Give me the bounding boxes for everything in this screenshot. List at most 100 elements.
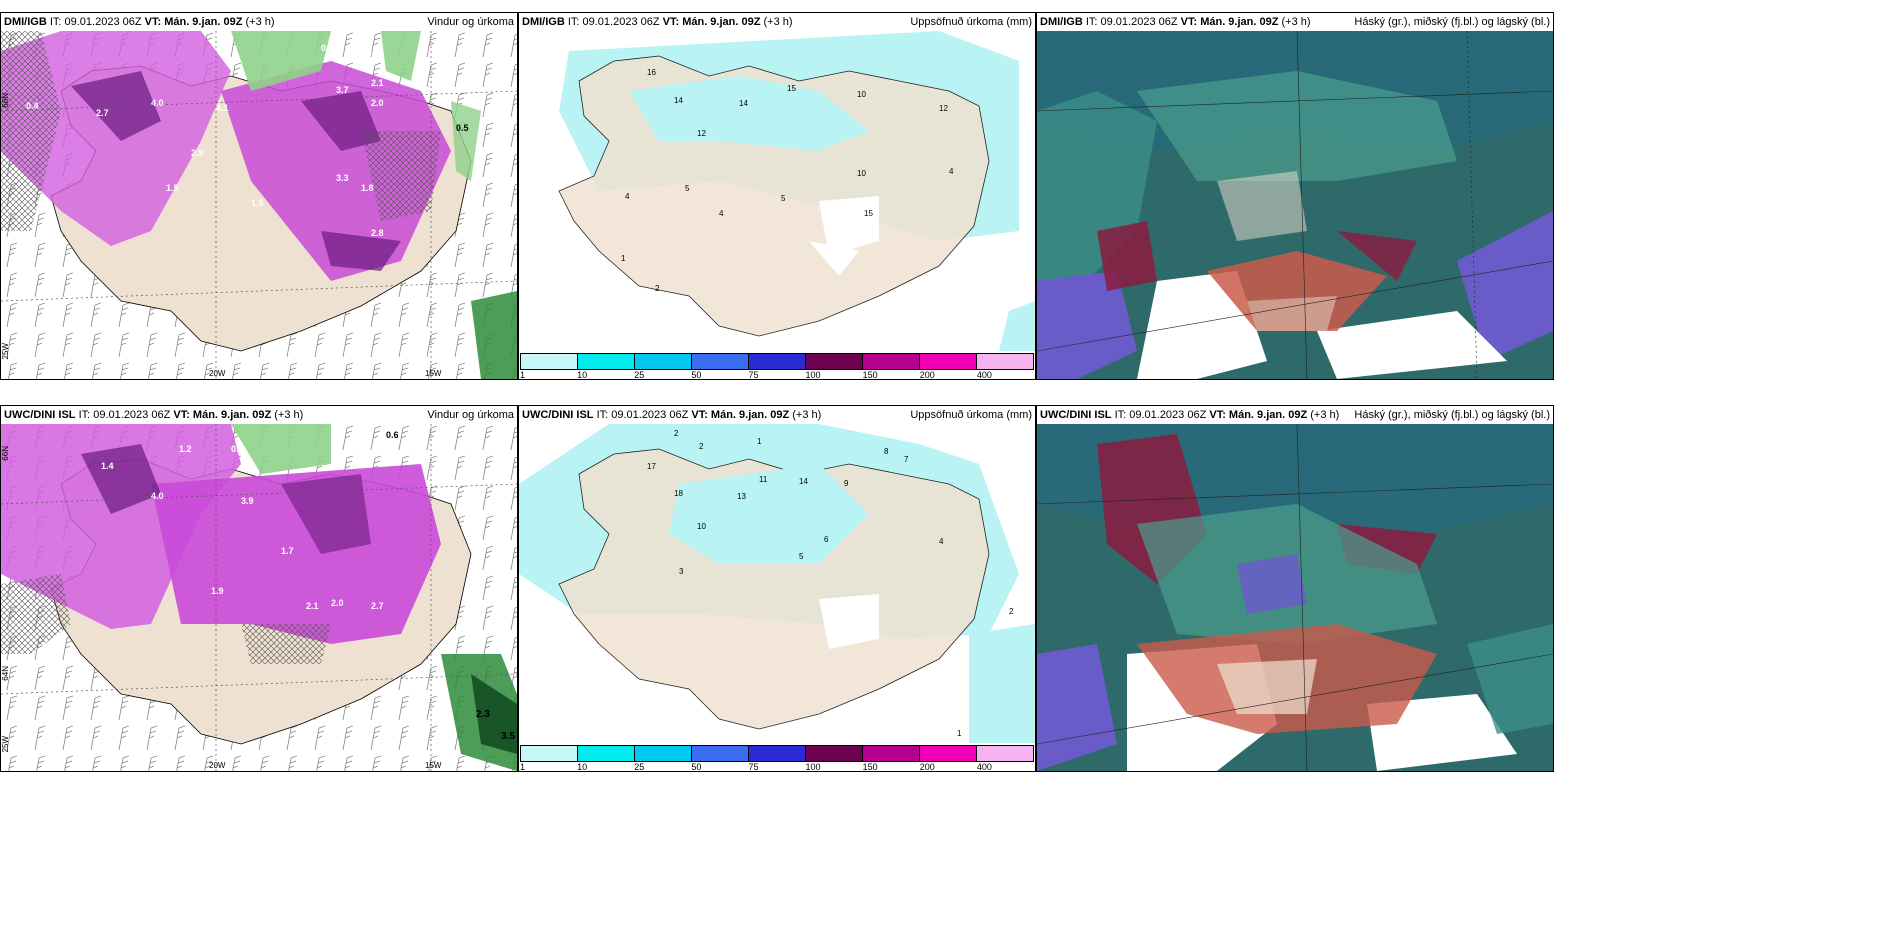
accumulated-precip-map: 16 14 14 12 10 10 5 4 5 4 1 2 12 15 15 4 [519, 31, 1035, 351]
value-label: 3 [679, 567, 684, 576]
value-label: 12 [939, 104, 948, 113]
wind-precip-map: 0.5 2.1 3.7 4.0 2.1 2.7 1.8 3.3 2.8 1.5 … [1, 31, 517, 379]
colorbar-tick-label: 50 [691, 762, 702, 772]
value-label: 3.3 [336, 173, 349, 183]
forecast-offset: (+3 h) [274, 409, 304, 421]
value-label: 1.9 [211, 586, 224, 596]
init-time: IT: 09.01.2023 06Z [1114, 409, 1207, 421]
value-label: 1 [957, 729, 962, 738]
value-label: 4.0 [151, 98, 164, 108]
value-label: 14 [739, 99, 748, 108]
value-label: 2 [1009, 607, 1014, 616]
panel-title: Uppsöfnuð úrkoma (mm) [910, 16, 1032, 28]
panel-wind-dmi: DMI/IGB IT: 09.01.2023 06Z VT: Mán. 9.ja… [0, 12, 518, 380]
valid-time: VT: Mán. 9.jan. 09Z [144, 16, 243, 28]
value-label: 2.8 [371, 228, 384, 238]
value-label: 2.9 [191, 148, 204, 158]
value-label: 7 [904, 455, 909, 464]
forecast-offset: (+3 h) [792, 409, 822, 421]
value-label: 0.3 [331, 456, 344, 466]
colorbar-segment [635, 746, 692, 761]
precip-colorbar: 1 10 25 50 75 100 150 200 400 [519, 351, 1035, 379]
colorbar-segment [692, 354, 749, 369]
panel-wind-uwc: UWC/DINI ISL IT: 09.01.2023 06Z VT: Mán.… [0, 405, 518, 772]
cloud-cover-map [1037, 31, 1553, 379]
colorbar-segment [806, 354, 863, 369]
value-label: 0.4 [26, 101, 39, 111]
colorbar-segment [806, 746, 863, 761]
forecast-offset: (+3 h) [1310, 409, 1340, 421]
colorbar-tick-label: 50 [691, 370, 702, 380]
value-label: 10 [697, 522, 706, 531]
value-label: 1.5 [251, 198, 264, 208]
iceland-land [558, 448, 990, 730]
panel-title: Háský (gr.), miðský (fj.bl.) og lágský (… [1354, 16, 1550, 28]
value-label: 2.7 [96, 108, 109, 118]
value-label: 4.1 [216, 103, 229, 113]
colorbar-tick-label: 400 [976, 370, 992, 380]
colorbar-tick-label: 100 [805, 370, 821, 380]
panel-header: UWC/DINI ISL IT: 09.01.2023 06Z VT: Mán.… [1037, 406, 1553, 424]
value-label: 0.5 [456, 123, 469, 133]
colorbar-tick-label: 200 [919, 370, 935, 380]
init-time: IT: 09.01.2023 06Z [78, 409, 171, 421]
lon-label-20w: 20W [209, 369, 226, 378]
value-label: 13 [737, 492, 746, 501]
value-label: 2.1 [371, 51, 384, 61]
value-label: 2.1 [371, 78, 384, 88]
value-label: 3.9 [241, 496, 254, 506]
model-source: DMI/IGB [522, 16, 565, 28]
colorbar-tick-label: 75 [748, 370, 759, 380]
value-label: 4.0 [151, 491, 164, 501]
colorbar-tick-label: 10 [577, 762, 588, 772]
cloud-cover-map [1037, 424, 1553, 771]
colorbar-segment [521, 354, 578, 369]
forecast-offset: (+3 h) [245, 16, 275, 28]
panel-title: Háský (gr.), miðský (fj.bl.) og lágský (… [1354, 409, 1550, 421]
value-label: 1 [621, 254, 626, 263]
lat-label-64n: 64N [1, 666, 10, 681]
value-label: 2.3 [476, 709, 490, 720]
value-label: 2 [674, 429, 679, 438]
init-time: IT: 09.01.2023 06Z [49, 16, 142, 28]
value-label: 15 [864, 209, 873, 218]
value-label: 1.7 [281, 546, 294, 556]
value-label: 15 [787, 84, 796, 93]
colorbar-segment [920, 354, 977, 369]
value-label: 17 [647, 462, 656, 471]
value-label: 3.7 [336, 85, 349, 95]
forecast-offset: (+3 h) [1281, 16, 1311, 28]
panel-header: DMI/IGB IT: 09.01.2023 06Z VT: Mán. 9.ja… [1037, 13, 1553, 31]
value-label: 1.2 [179, 444, 192, 454]
colorbar-tick-label: 75 [748, 762, 759, 772]
lon-label-20w: 20W [209, 761, 226, 770]
panel-title: Uppsöfnuð úrkoma (mm) [910, 409, 1032, 421]
valid-time: VT: Mán. 9.jan. 09Z [1209, 409, 1308, 421]
wind-precip-map: 1.2 0.8 0.6 0.3 1.4 3.9 4.0 1.9 2.1 2.7 … [1, 424, 517, 771]
value-label: 2.0 [371, 98, 384, 108]
value-label: 1.4 [101, 461, 114, 471]
value-label: 2 [655, 284, 660, 293]
model-source: UWC/DINI ISL [4, 409, 76, 421]
init-time: IT: 09.01.2023 06Z [567, 16, 660, 28]
value-label: 14 [799, 477, 808, 486]
colorbar-tick-label: 25 [634, 762, 645, 772]
value-label: 12 [697, 129, 706, 138]
panel-clouds-uwc: UWC/DINI ISL IT: 09.01.2023 06Z VT: Mán.… [1036, 405, 1554, 772]
value-label: 1.8 [361, 183, 374, 193]
colorbar-tick-label: 200 [919, 762, 935, 772]
panel-header: DMI/IGB IT: 09.01.2023 06Z VT: Mán. 9.ja… [519, 13, 1035, 31]
value-label: 6 [824, 535, 829, 544]
model-source: UWC/DINI ISL [522, 409, 594, 421]
value-label: 2 [699, 442, 704, 451]
value-label: 9 [844, 479, 849, 488]
colorbar-tick-label: 100 [805, 762, 821, 772]
init-time: IT: 09.01.2023 06Z [1085, 16, 1178, 28]
value-label: 8 [884, 447, 889, 456]
colorbar-segment [920, 746, 977, 761]
value-label: 5 [781, 194, 786, 203]
panel-title: Vindur og úrkoma [427, 409, 514, 421]
colorbar-tick-label: 1 [520, 762, 526, 772]
lon-label-25w: 25W [1, 736, 10, 753]
value-label: 5 [799, 552, 804, 561]
